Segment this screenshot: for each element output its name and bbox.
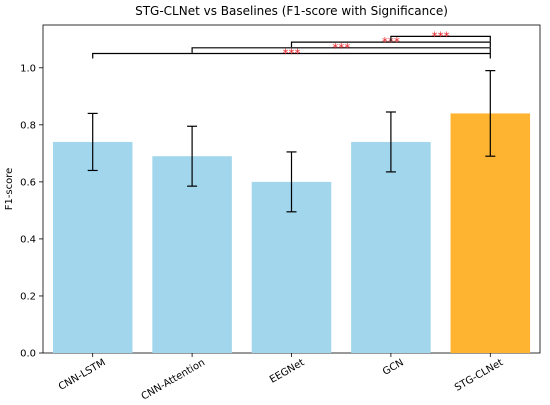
x-tick-label-gcn: GCN bbox=[381, 357, 406, 378]
bar-cnn-attention bbox=[152, 156, 232, 353]
significance-brackets: *** *** *** *** bbox=[92, 29, 491, 61]
x-tick-label-cnn-attention: CNN-Attention bbox=[140, 357, 207, 402]
significance-label-eegnet: *** bbox=[382, 35, 400, 49]
bar-gcn bbox=[351, 141, 431, 353]
significance-bracket-cnn-attention bbox=[191, 47, 491, 53]
y-tick-label: 0.2 bbox=[20, 291, 36, 302]
y-axis-label: F1-score bbox=[4, 168, 15, 211]
y-tick-label: 0.8 bbox=[20, 120, 36, 131]
y-tick-label: 1.0 bbox=[20, 63, 36, 74]
error-bars bbox=[87, 70, 496, 213]
significance-bracket-gcn bbox=[390, 35, 491, 42]
bar-cnn-lstm bbox=[52, 141, 133, 353]
chart-title: STG-CLNet vs Baselines (F1-score with Si… bbox=[135, 4, 448, 18]
significance-label-gcn: *** bbox=[432, 29, 450, 43]
y-tick-label: 0.4 bbox=[20, 234, 36, 245]
y-tick-label: 0.0 bbox=[20, 349, 36, 360]
significance-bracket-cnn-lstm bbox=[92, 52, 491, 59]
x-tick-label-eegnet: EEGNet bbox=[268, 357, 306, 386]
y-tick-label: 0.6 bbox=[20, 177, 36, 188]
significance-bracket-eegnet bbox=[290, 41, 491, 48]
x-tick-label-cnn-lstm: CNN-LSTM bbox=[57, 357, 108, 393]
significance-label-cnn-lstm: *** bbox=[283, 47, 301, 61]
significance-label-cnn-attention: *** bbox=[332, 41, 350, 55]
bars bbox=[52, 113, 531, 353]
x-tick-label-stg-clnet: STG-CLNet bbox=[453, 357, 505, 394]
